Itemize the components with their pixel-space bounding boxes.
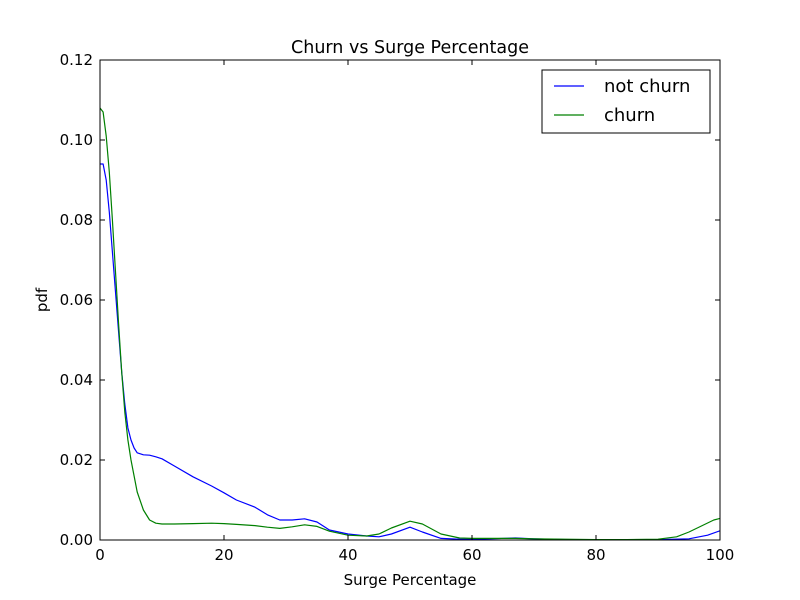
legend-label-not-churn: not churn xyxy=(604,76,690,97)
y-tick-label: 0.06 xyxy=(60,291,93,309)
x-tick-label: 20 xyxy=(214,546,233,564)
x-tick-label: 40 xyxy=(338,546,357,564)
x-axis-label: Surge Percentage xyxy=(344,571,477,589)
y-tick-label: 0.12 xyxy=(60,51,93,69)
x-tick-label: 100 xyxy=(706,546,735,564)
y-tick-label: 0.04 xyxy=(60,371,93,389)
y-axis-label: pdf xyxy=(33,287,51,312)
series-lines xyxy=(100,107,720,540)
legend-box xyxy=(541,69,711,134)
x-tick-label: 0 xyxy=(95,546,105,564)
y-tick-label: 0.02 xyxy=(60,451,93,469)
chart-title: Churn vs Surge Percentage xyxy=(291,38,529,58)
axis-ticks: 0 20 40 60 80 100 0.00 0.02 0.04 0.06 0.08 0.10 0.12 xyxy=(60,51,735,564)
y-tick-label: 0.10 xyxy=(60,131,93,149)
legend-label-churn: churn xyxy=(604,105,655,126)
y-tick-label: 0.08 xyxy=(60,211,93,229)
series-line-churn xyxy=(100,107,720,540)
y-tick-label: 0.00 xyxy=(60,531,93,549)
x-tick-label: 80 xyxy=(586,546,605,564)
legend: not churn churn xyxy=(541,69,711,134)
x-tick-label: 60 xyxy=(462,546,481,564)
